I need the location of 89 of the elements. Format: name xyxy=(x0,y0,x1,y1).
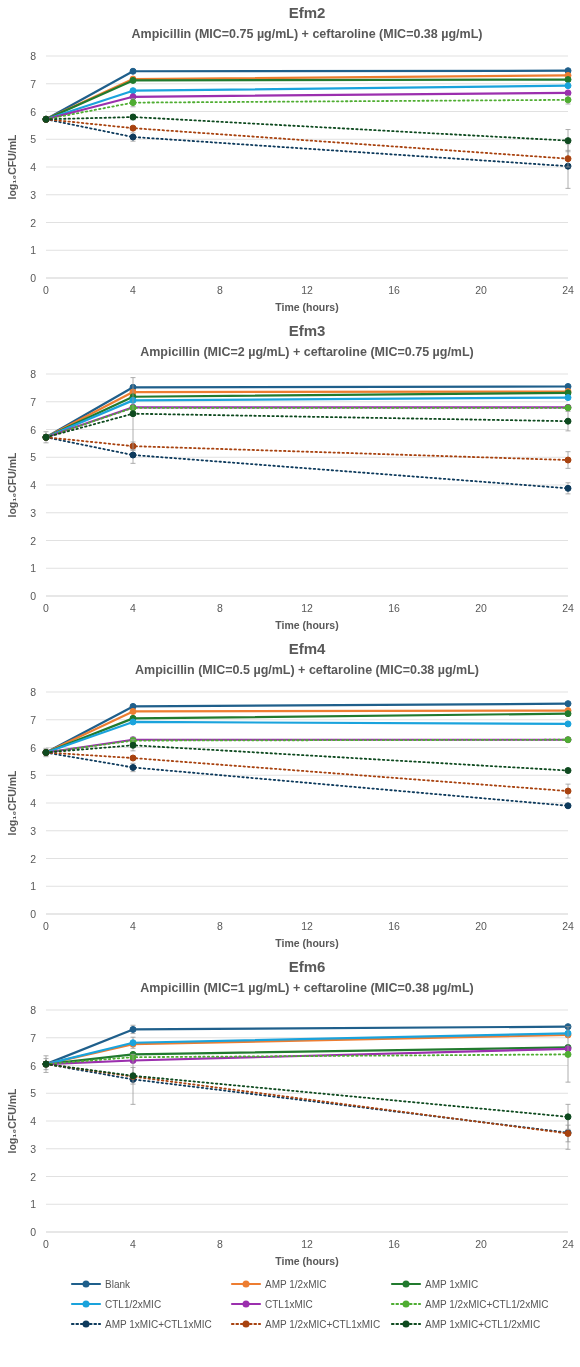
y-tick-label: 2 xyxy=(30,216,37,229)
y-tick-label: 6 xyxy=(30,741,37,754)
x-tick-label: 4 xyxy=(130,1238,137,1250)
chart-subtitle: Ampicillin (MIC=0.75 µg/mL) + ceftaroline (MIC=0.38 µg/mL) xyxy=(131,27,483,41)
x-tick-label: 12 xyxy=(301,920,313,932)
x-tick-label: 24 xyxy=(562,602,574,614)
y-tick-label: 6 xyxy=(30,1059,37,1072)
legend-label: AMP 1/2xMIC xyxy=(265,1279,327,1290)
x-tick-label: 24 xyxy=(562,1238,574,1250)
x-tick-label: 12 xyxy=(301,284,313,296)
x-axis-title: Time (hours) xyxy=(275,937,339,949)
y-tick-label: 6 xyxy=(30,105,37,118)
y-tick-label: 4 xyxy=(30,797,37,809)
y-tick-label: 8 xyxy=(30,1004,37,1016)
chart-title: Efm6 xyxy=(288,958,326,975)
chart-title: Efm3 xyxy=(288,322,326,339)
y-axis-title: log₁₀CFU/mL xyxy=(6,769,18,836)
chart-title: Efm4 xyxy=(288,640,326,657)
y-tick-label: 1 xyxy=(30,880,37,893)
x-axis-title: Time (hours) xyxy=(275,619,339,631)
x-tick-label: 0 xyxy=(43,602,50,614)
y-tick-label: 0 xyxy=(30,272,37,284)
y-tick-label: 2 xyxy=(30,534,37,547)
x-tick-label: 24 xyxy=(562,284,574,296)
x-tick-label: 24 xyxy=(562,920,574,932)
x-tick-label: 12 xyxy=(301,602,313,614)
x-tick-label: 0 xyxy=(43,920,50,932)
x-tick-label: 8 xyxy=(217,602,224,614)
x-tick-label: 20 xyxy=(475,602,487,614)
y-tick-label: 0 xyxy=(30,1226,37,1238)
y-tick-label: 5 xyxy=(30,133,37,146)
y-axis-title: log₁₀CFU/mL xyxy=(6,1087,18,1154)
y-tick-label: 7 xyxy=(30,395,37,408)
y-tick-label: 1 xyxy=(30,562,37,575)
y-tick-label: 2 xyxy=(30,852,37,865)
y-tick-label: 5 xyxy=(30,769,37,782)
y-tick-label: 3 xyxy=(30,506,37,519)
legend-label: AMP 1/2xMIC+CTL1xMIC xyxy=(265,1319,381,1330)
legend-label: Blank xyxy=(105,1279,132,1290)
chart-subtitle: Ampicillin (MIC=2 µg/mL) + ceftaroline (MIC=0.75 µg/mL) xyxy=(140,345,474,359)
y-axis-title: log₁₀CFU/mL xyxy=(6,133,18,200)
legend-label: AMP 1xMIC+CTL1xMIC xyxy=(105,1319,212,1330)
x-tick-label: 0 xyxy=(43,284,50,296)
x-tick-label: 16 xyxy=(388,284,400,296)
y-tick-label: 8 xyxy=(30,368,37,380)
x-tick-label: 20 xyxy=(475,1238,487,1250)
y-tick-label: 3 xyxy=(30,1142,37,1155)
chart-subtitle: Ampicillin (MIC=0.5 µg/mL) + ceftaroline (MIC=0.38 µg/mL) xyxy=(135,663,479,677)
x-tick-label: 12 xyxy=(301,1238,313,1250)
chart-subtitle: Ampicillin (MIC=1 µg/mL) + ceftaroline (MIC=0.38 µg/mL) xyxy=(140,981,474,995)
x-tick-label: 8 xyxy=(217,284,224,296)
x-axis-title: Time (hours) xyxy=(275,301,339,313)
y-tick-label: 0 xyxy=(30,908,37,920)
y-tick-label: 7 xyxy=(30,77,37,90)
x-tick-label: 20 xyxy=(475,284,487,296)
y-tick-label: 4 xyxy=(30,1115,37,1127)
legend-label: CTL1/2xMIC xyxy=(105,1299,162,1310)
y-tick-label: 6 xyxy=(30,423,37,436)
x-tick-label: 16 xyxy=(388,602,400,614)
y-tick-label: 1 xyxy=(30,244,37,257)
legend-label: AMP 1/2xMIC+CTL1/2xMIC xyxy=(425,1299,549,1310)
x-tick-label: 0 xyxy=(43,1238,50,1250)
x-tick-label: 16 xyxy=(388,920,400,932)
x-tick-label: 16 xyxy=(388,1238,400,1250)
y-tick-label: 8 xyxy=(30,50,37,62)
y-tick-label: 3 xyxy=(30,188,37,201)
y-tick-label: 7 xyxy=(30,1031,37,1044)
x-tick-label: 4 xyxy=(130,920,137,932)
x-tick-label: 4 xyxy=(130,602,137,614)
y-axis-title: log₁₀CFU/mL xyxy=(6,451,18,518)
y-tick-label: 7 xyxy=(30,713,37,726)
legend-label: AMP 1xMIC+CTL1/2xMIC xyxy=(425,1319,541,1330)
y-tick-label: 2 xyxy=(30,1170,37,1183)
y-tick-label: 0 xyxy=(30,590,37,602)
legend-label: CTL1xMIC xyxy=(265,1299,313,1310)
x-tick-label: 8 xyxy=(217,920,224,932)
y-tick-label: 3 xyxy=(30,824,37,837)
chart-title: Efm2 xyxy=(288,4,326,21)
x-tick-label: 4 xyxy=(130,284,137,296)
legend-label: AMP 1xMIC xyxy=(425,1279,479,1290)
y-tick-label: 5 xyxy=(30,451,37,464)
y-tick-label: 4 xyxy=(30,161,37,173)
y-tick-label: 4 xyxy=(30,479,37,491)
x-axis-title: Time (hours) xyxy=(275,1255,339,1267)
x-tick-label: 20 xyxy=(475,920,487,932)
y-tick-label: 1 xyxy=(30,1198,37,1211)
y-tick-label: 8 xyxy=(30,686,37,698)
y-tick-label: 5 xyxy=(30,1087,37,1100)
x-tick-label: 8 xyxy=(217,1238,224,1250)
